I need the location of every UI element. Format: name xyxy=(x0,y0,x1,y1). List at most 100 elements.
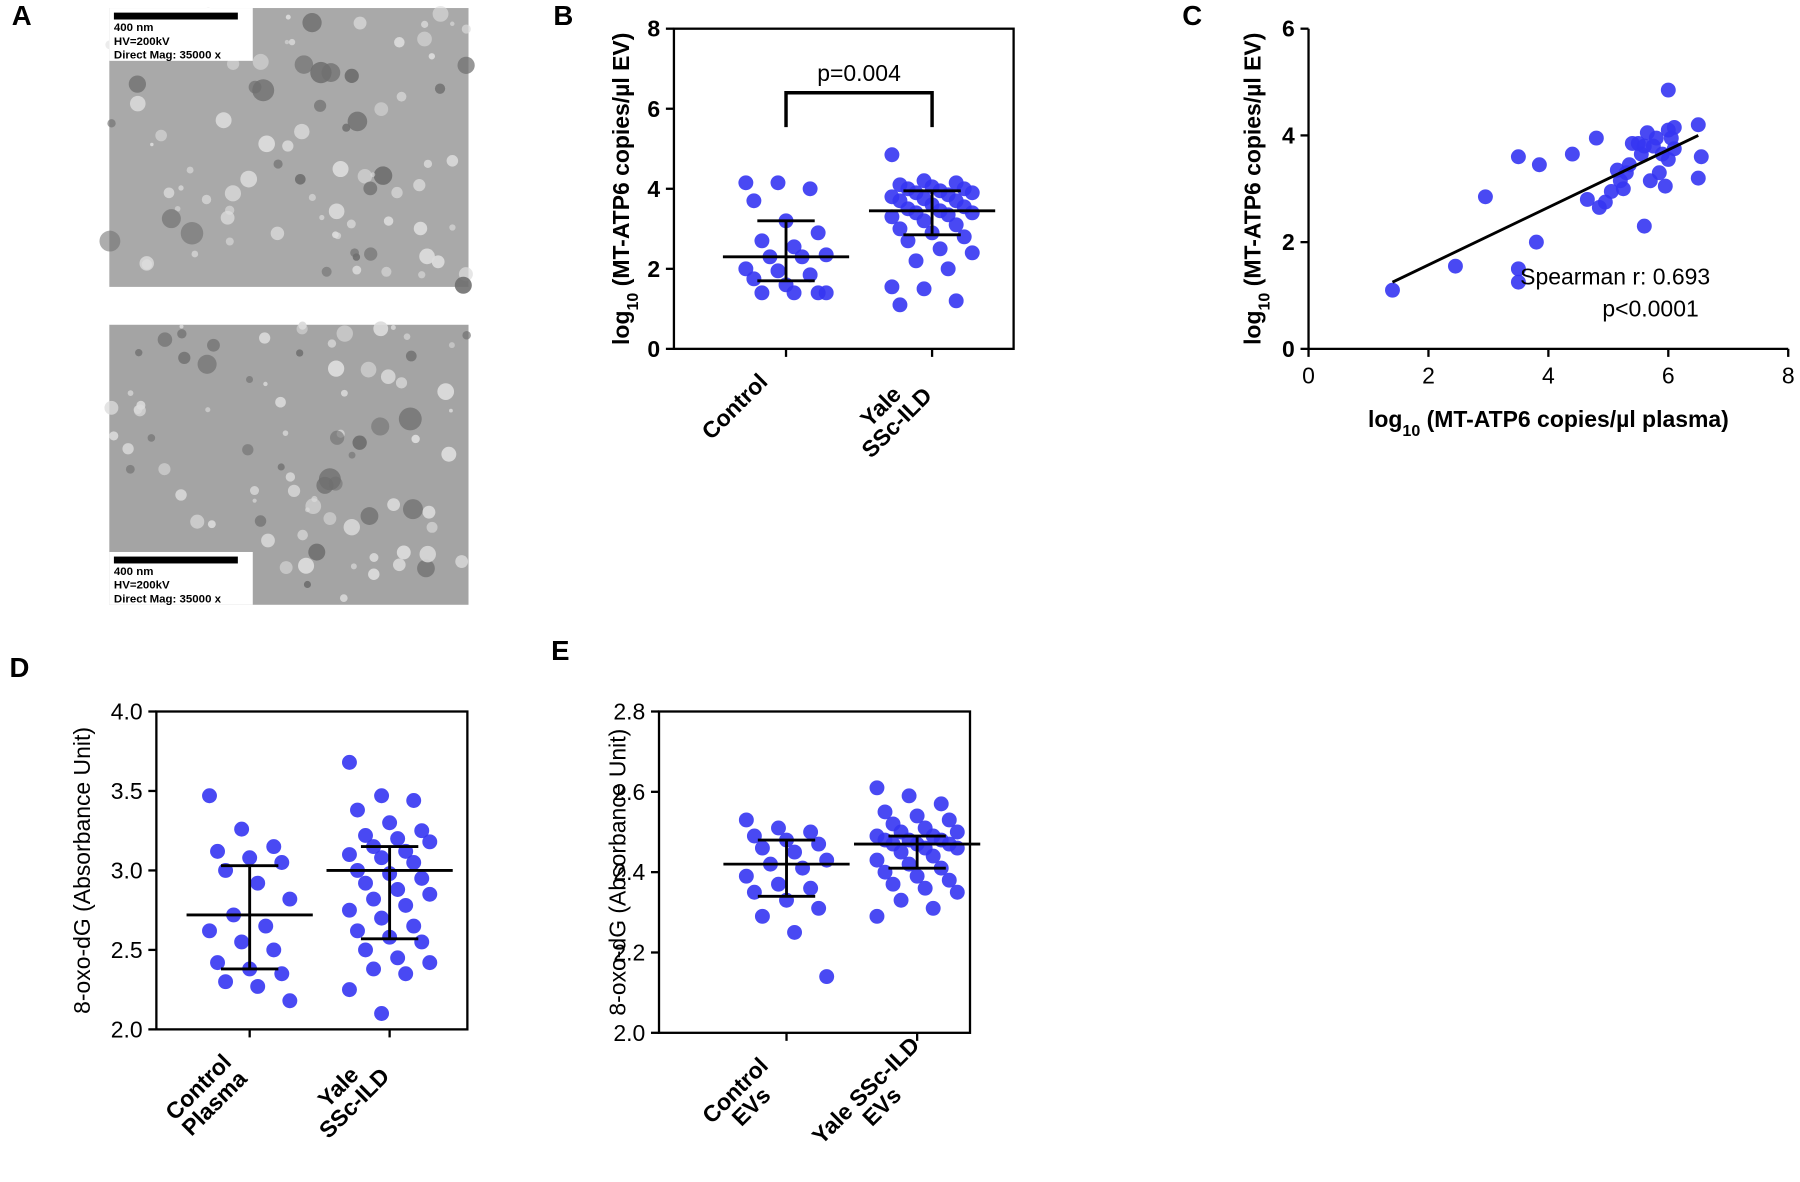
data-point xyxy=(909,868,925,884)
particle xyxy=(398,407,422,431)
particle xyxy=(285,472,296,482)
axis-label: 8-oxo-dG (Absorbance Unit) xyxy=(605,729,631,1016)
data-point xyxy=(802,267,818,283)
data-point xyxy=(406,855,422,870)
data-point xyxy=(1651,165,1667,181)
particle xyxy=(352,435,367,450)
data-point xyxy=(940,261,956,277)
particle xyxy=(240,170,258,188)
data-point xyxy=(414,823,430,839)
data-point xyxy=(250,979,266,994)
data-point xyxy=(884,279,900,295)
data-point xyxy=(909,808,925,824)
data-point xyxy=(398,897,414,913)
data-point xyxy=(341,754,357,770)
particle xyxy=(252,498,257,503)
stat-annotation: Spearman r: 0.693 xyxy=(1520,264,1710,290)
particle xyxy=(287,484,301,498)
particle xyxy=(352,265,362,275)
data-point xyxy=(901,788,917,804)
data-point xyxy=(1528,234,1544,250)
data-point xyxy=(1510,274,1526,290)
data-point xyxy=(390,831,406,847)
x-tick-label: 8 xyxy=(1782,362,1795,388)
y-tick-label: 6 xyxy=(1282,16,1295,42)
axis-label-part: (MT-ATP6 copies/µl EV) xyxy=(608,33,634,293)
data-point xyxy=(787,844,803,860)
data-point xyxy=(422,834,438,850)
data-point xyxy=(341,847,357,862)
data-point xyxy=(1666,119,1682,135)
fit-line xyxy=(1391,134,1699,284)
particle xyxy=(258,135,275,153)
axis-label-part: (MT-ATP6 copies/µl plasma) xyxy=(1420,406,1729,432)
particle xyxy=(332,231,339,239)
particle xyxy=(441,446,457,462)
particle xyxy=(129,95,146,112)
particle xyxy=(327,360,345,377)
particle xyxy=(350,248,359,258)
data-point xyxy=(242,850,258,866)
particle xyxy=(302,13,322,33)
data-point xyxy=(803,880,819,896)
data-point xyxy=(358,875,373,891)
particle xyxy=(294,173,306,185)
particle xyxy=(339,594,348,602)
particle xyxy=(201,194,212,205)
particle xyxy=(174,205,181,212)
data-point xyxy=(869,852,885,868)
data-point xyxy=(274,855,290,870)
particle xyxy=(190,514,205,529)
particle xyxy=(387,498,401,512)
data-point xyxy=(884,209,900,225)
axis-label: log10 (MT-ATP6 copies/µl EV) xyxy=(608,33,642,345)
particle xyxy=(357,169,373,184)
particle xyxy=(369,553,379,562)
axis-label: log10 (MT-ATP6 copies/µl EV) xyxy=(1239,33,1273,345)
data-point xyxy=(1657,178,1673,194)
particle xyxy=(178,185,184,191)
particle xyxy=(128,75,147,93)
data-point xyxy=(811,900,827,916)
data-point xyxy=(258,918,274,934)
particle xyxy=(178,351,191,365)
data-point xyxy=(390,882,406,897)
particle xyxy=(422,505,436,519)
particle xyxy=(411,434,420,444)
particle xyxy=(336,325,353,342)
data-point xyxy=(738,261,754,277)
data-point xyxy=(374,910,390,926)
data-point xyxy=(266,942,282,958)
data-point xyxy=(414,934,430,950)
data-point xyxy=(819,969,835,985)
particle xyxy=(225,205,235,215)
y-tick-label: 4.0 xyxy=(111,699,143,725)
particle xyxy=(125,464,135,474)
particle xyxy=(403,333,411,340)
particle xyxy=(363,181,378,196)
data-point xyxy=(234,934,250,950)
particle xyxy=(402,499,423,520)
particle xyxy=(413,221,428,236)
data-point xyxy=(282,993,298,1009)
data-point xyxy=(771,876,786,892)
data-point xyxy=(900,233,916,249)
particle xyxy=(373,321,389,337)
particle xyxy=(396,91,407,102)
data-point xyxy=(964,245,980,261)
particle xyxy=(109,431,119,441)
stat-annotation: p<0.0001 xyxy=(1602,296,1698,322)
p-value: p=0.004 xyxy=(817,60,901,86)
axis-label-sub: 10 xyxy=(1255,293,1273,311)
data-point xyxy=(948,293,964,309)
particle xyxy=(180,221,204,245)
particle xyxy=(314,99,327,112)
particle xyxy=(99,230,121,252)
data-point xyxy=(1660,82,1676,98)
particle xyxy=(294,123,310,140)
data-point xyxy=(738,812,754,828)
particle xyxy=(432,5,449,22)
data-point xyxy=(884,147,900,163)
particle xyxy=(252,53,269,70)
data-point xyxy=(1621,157,1637,173)
